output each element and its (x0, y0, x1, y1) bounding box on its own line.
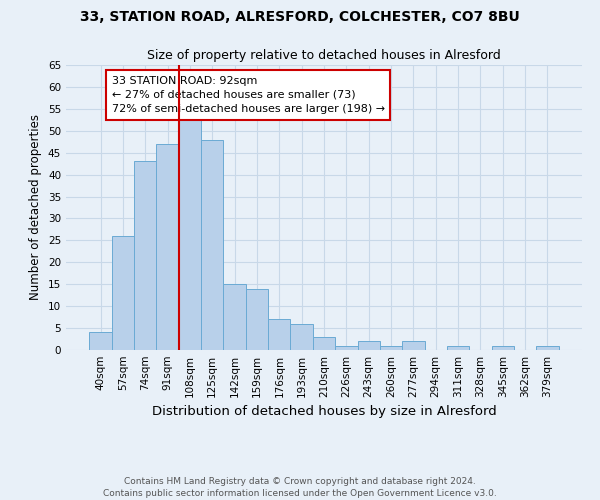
Text: Contains HM Land Registry data © Crown copyright and database right 2024.
Contai: Contains HM Land Registry data © Crown c… (103, 476, 497, 498)
Bar (179, 118, 201, 350)
Bar (335, 346, 358, 350)
X-axis label: Distribution of detached houses by size in Alresford: Distribution of detached houses by size … (152, 406, 496, 418)
Bar (380, 346, 402, 350)
Bar (201, 140, 223, 350)
Title: Size of property relative to detached houses in Alresford: Size of property relative to detached ho… (147, 50, 501, 62)
Bar (402, 341, 425, 350)
Bar (313, 337, 335, 350)
Bar (268, 320, 290, 350)
Bar (157, 144, 179, 350)
Y-axis label: Number of detached properties: Number of detached properties (29, 114, 43, 300)
Bar (246, 288, 268, 350)
Bar (223, 284, 246, 350)
Bar (134, 162, 157, 350)
Text: 33, STATION ROAD, ALRESFORD, COLCHESTER, CO7 8BU: 33, STATION ROAD, ALRESFORD, COLCHESTER,… (80, 10, 520, 24)
Bar (358, 341, 380, 350)
Bar (112, 236, 134, 350)
Bar (89, 332, 112, 350)
Bar (447, 346, 469, 350)
Text: 33 STATION ROAD: 92sqm
← 27% of detached houses are smaller (73)
72% of semi-det: 33 STATION ROAD: 92sqm ← 27% of detached… (112, 76, 385, 114)
Bar (491, 346, 514, 350)
Bar (536, 346, 559, 350)
Bar (290, 324, 313, 350)
